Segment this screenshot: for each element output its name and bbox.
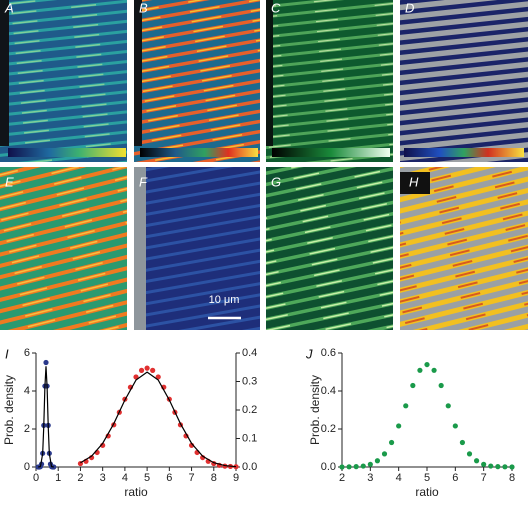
y-tick-label: 0.4 bbox=[321, 385, 336, 397]
panel-label: F bbox=[139, 174, 148, 189]
image-panel bbox=[0, 0, 127, 162]
data-point bbox=[431, 367, 437, 373]
y2-tick-label: 0.1 bbox=[242, 432, 257, 444]
data-point bbox=[495, 464, 501, 470]
panel-label: E bbox=[5, 174, 14, 189]
y-axis-label: Prob. density bbox=[2, 375, 16, 445]
x-axis-label: ratio bbox=[415, 485, 439, 499]
data-point bbox=[466, 451, 473, 457]
panel-label: A bbox=[4, 0, 14, 15]
panel-label: H bbox=[409, 174, 419, 189]
image-edge bbox=[134, 0, 142, 146]
x-tick-label: 6 bbox=[166, 472, 172, 484]
fit-line bbox=[38, 366, 54, 468]
y-tick-label: 0.2 bbox=[321, 423, 336, 435]
colorbar bbox=[404, 148, 524, 157]
data-point bbox=[509, 464, 515, 470]
chart-label: J bbox=[305, 346, 313, 361]
fit-line bbox=[80, 371, 237, 468]
data-point bbox=[150, 367, 156, 373]
data-point bbox=[339, 464, 345, 470]
colorbar bbox=[272, 148, 390, 157]
panel-label: G bbox=[271, 174, 281, 189]
data-point bbox=[417, 367, 423, 373]
y2-tick-label: 0.3 bbox=[242, 375, 257, 387]
image-panel bbox=[400, 0, 528, 162]
data-point bbox=[353, 464, 359, 470]
data-point bbox=[452, 423, 458, 429]
image-panel bbox=[134, 167, 260, 330]
data-point bbox=[481, 461, 487, 467]
data-point bbox=[424, 361, 430, 368]
data-point bbox=[367, 461, 373, 467]
image-panel bbox=[266, 167, 393, 330]
x-tick-label: 0 bbox=[33, 472, 39, 484]
y-tick-label: 0.6 bbox=[321, 347, 336, 359]
data-point bbox=[388, 439, 395, 446]
y2-tick-label: 0.0 bbox=[242, 461, 257, 473]
label-box bbox=[400, 172, 430, 194]
colorbar bbox=[140, 148, 258, 157]
data-point bbox=[488, 463, 494, 469]
x-tick-label: 2 bbox=[339, 472, 345, 484]
data-point bbox=[360, 463, 366, 469]
scale-bar-label: 10 μm bbox=[209, 294, 240, 306]
data-point bbox=[144, 365, 150, 371]
data-point bbox=[133, 374, 139, 380]
data-point bbox=[438, 382, 444, 389]
y2-tick-label: 0.4 bbox=[242, 347, 257, 359]
image-panel bbox=[0, 167, 127, 330]
data-point bbox=[381, 451, 388, 457]
data-point bbox=[43, 359, 49, 366]
y-axis-label: Prob. density bbox=[308, 375, 322, 445]
x-tick-label: 8 bbox=[509, 472, 515, 484]
image-edge bbox=[266, 0, 273, 146]
image-edge bbox=[0, 0, 9, 146]
y-tick-label: 0.0 bbox=[321, 461, 336, 473]
data-point bbox=[138, 367, 145, 373]
x-tick-label: 3 bbox=[367, 472, 373, 484]
data-point bbox=[445, 403, 451, 409]
x-tick-label: 8 bbox=[211, 472, 217, 484]
y-tick-label: 4 bbox=[24, 385, 30, 397]
panel-label: B bbox=[139, 0, 148, 15]
x-tick-label: 5 bbox=[144, 472, 150, 484]
y2-tick-label: 0.2 bbox=[242, 404, 257, 416]
x-tick-label: 4 bbox=[122, 472, 128, 484]
image-panel bbox=[266, 0, 393, 162]
x-tick-label: 7 bbox=[188, 472, 194, 484]
x-tick-label: 2 bbox=[77, 472, 83, 484]
x-tick-label: 3 bbox=[100, 472, 106, 484]
y-tick-label: 2 bbox=[24, 423, 30, 435]
chart-label: I bbox=[5, 346, 9, 361]
data-point bbox=[459, 439, 466, 446]
x-tick-label: 1 bbox=[55, 472, 61, 484]
data-point bbox=[374, 458, 381, 464]
x-tick-label: 9 bbox=[233, 472, 239, 484]
x-axis-label: ratio bbox=[124, 485, 148, 499]
data-point bbox=[346, 464, 352, 470]
y-tick-label: 0 bbox=[24, 461, 30, 473]
x-tick-label: 7 bbox=[481, 472, 487, 484]
image-edge bbox=[134, 167, 146, 330]
image-panels: A B C D E F G H 10 μm bbox=[0, 0, 528, 330]
x-tick-label: 4 bbox=[396, 472, 402, 484]
data-point bbox=[396, 423, 402, 429]
data-point bbox=[403, 403, 409, 409]
x-tick-label: 5 bbox=[424, 472, 430, 484]
data-point bbox=[155, 374, 161, 380]
panel-label: D bbox=[405, 0, 414, 15]
y-tick-label: 6 bbox=[24, 347, 30, 359]
image-panel bbox=[400, 167, 528, 330]
image-panel bbox=[134, 0, 260, 162]
colorbar bbox=[8, 148, 126, 157]
panel-label: C bbox=[271, 0, 281, 15]
data-point bbox=[410, 382, 416, 389]
x-tick-label: 6 bbox=[452, 472, 458, 484]
data-point bbox=[502, 464, 508, 470]
data-point bbox=[473, 458, 480, 464]
